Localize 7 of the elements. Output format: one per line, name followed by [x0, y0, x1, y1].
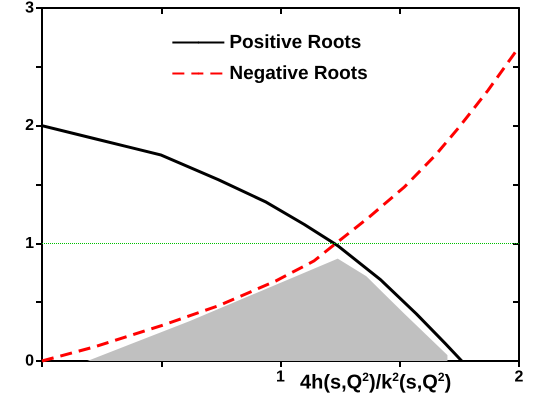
legend-label: Negative Roots — [229, 63, 368, 84]
legend-label: Positive Roots — [229, 32, 362, 53]
y-tick-label: 2 — [25, 117, 34, 134]
y-tick-label: 1 — [25, 234, 34, 252]
y-tick-label: 0 — [25, 352, 34, 370]
y-tick-label: 3 — [25, 0, 34, 16]
x-axis-title: 4h(s,Q$^{2}$)/k$^{2}$(s,Q$^{2}$) — [300, 370, 452, 395]
